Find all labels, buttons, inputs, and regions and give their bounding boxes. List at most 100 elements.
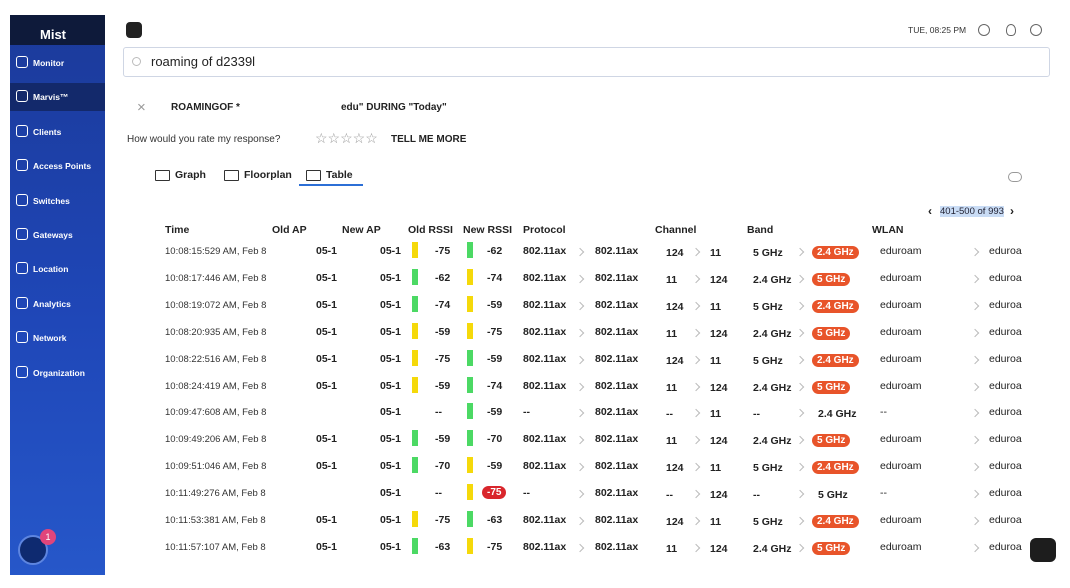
- menu-item[interactable]: Organization: [33, 367, 85, 378]
- cell-new-wlan: eduroa: [989, 325, 1022, 338]
- cell-new-wlan: eduroa: [989, 406, 1022, 419]
- cell-new-wlan: eduroa: [989, 460, 1022, 473]
- menu-icon: [16, 159, 28, 172]
- cell-old-ap: 05-1: [316, 514, 338, 526]
- menu-item[interactable]: Switches: [33, 195, 70, 206]
- tab[interactable]: Graph: [175, 169, 206, 181]
- prev-page[interactable]: ‹: [928, 204, 932, 218]
- tell-me-more[interactable]: TELL ME MORE: [391, 134, 467, 145]
- menu-item[interactable]: Network: [33, 333, 67, 344]
- cell-new-band: 2.4 GHz: [812, 461, 859, 475]
- rating-stars[interactable]: ☆☆☆☆☆: [315, 130, 378, 146]
- cell-new-channel: 124: [710, 381, 728, 394]
- column-header[interactable]: Time: [165, 224, 190, 236]
- cell-new-protocol: 802.11ax: [595, 271, 639, 284]
- menu-active: [10, 83, 105, 112]
- arrow: [575, 247, 585, 257]
- datetime: TUE, 08:25 PM: [908, 25, 967, 35]
- cell-time: 10:08:20:935 AM, Feb 8: [165, 326, 267, 338]
- cell-new-rssi: -75: [487, 540, 503, 553]
- cell-old-channel: 11: [666, 273, 678, 286]
- cell-old-rssi: --: [435, 487, 442, 500]
- cell-time: 10:09:47:608 AM, Feb 8: [165, 407, 267, 419]
- column-header[interactable]: Channel: [655, 224, 697, 236]
- cell-new-channel: 124: [710, 273, 728, 286]
- arrow: [795, 328, 805, 337]
- column-header[interactable]: Old RSSI: [408, 224, 453, 236]
- cell-time: 10:08:22:516 AM, Feb 8: [165, 353, 267, 365]
- cell-old-ap: 05-1: [316, 379, 338, 392]
- menu-item[interactable]: Analytics: [33, 298, 71, 309]
- column-header[interactable]: New AP: [342, 224, 381, 236]
- cell-new-ap: 05-1: [380, 487, 402, 500]
- menu-item[interactable]: Monitor: [33, 58, 65, 68]
- cell-new-band: 2.4 GHz: [812, 246, 859, 259]
- search-box[interactable]: roaming of d2339l: [123, 47, 1050, 77]
- cell-new-band: 2.4 GHz: [812, 515, 859, 528]
- cell-old-wlan: --: [880, 406, 887, 419]
- cell-new-channel: 11: [710, 300, 722, 313]
- idea-icon[interactable]: [1006, 24, 1016, 36]
- menu-icon: [16, 90, 28, 103]
- cell-old-channel: 124: [666, 516, 684, 528]
- cell-old-ap: 05-1: [316, 245, 338, 257]
- cell-new-protocol: 802.11ax: [595, 487, 639, 500]
- cell-old-band: 2.4 GHz: [753, 435, 792, 448]
- cell-old-ap: 05-1: [316, 460, 338, 473]
- cell-new-ap: 05-1: [380, 245, 402, 257]
- cell-old-ap: 05-1: [316, 298, 338, 311]
- arrow: [970, 301, 980, 311]
- cell-new-channel: 11: [710, 354, 722, 367]
- cell-old-protocol: 802.11ax: [523, 433, 567, 446]
- arrow: [795, 274, 805, 284]
- cell-old-channel: 124: [666, 247, 684, 259]
- cell-old-band: 5 GHz: [753, 354, 783, 367]
- cell-old-rssi: -75: [435, 514, 451, 526]
- cell-old-channel: 124: [666, 354, 684, 367]
- cell-old-ap: 05-1: [316, 325, 338, 338]
- rssi-bar: [467, 349, 473, 366]
- arrow: [575, 301, 585, 311]
- logo: Mist: [40, 27, 66, 42]
- user-icon[interactable]: [978, 24, 990, 36]
- tab[interactable]: Floorplan: [244, 169, 292, 181]
- cell-old-ap: 05-1: [316, 540, 338, 553]
- menu-item[interactable]: Access Points: [33, 161, 92, 172]
- download-icon[interactable]: [1008, 172, 1022, 182]
- cell-old-protocol: 802.11ax: [523, 514, 567, 526]
- cell-old-band: 2.4 GHz: [753, 327, 792, 340]
- cell-new-band: 5 GHz: [812, 541, 851, 555]
- menu-icon: [16, 56, 28, 68]
- cell-time: 10:08:17:446 AM, Feb 8: [165, 272, 267, 284]
- cell-old-rssi: -59: [435, 379, 451, 392]
- tab[interactable]: Table: [326, 169, 353, 181]
- rssi-bar: [467, 242, 473, 258]
- cell-new-protocol: 802.11ax: [595, 540, 639, 553]
- feedback-prompt: How would you rate my response?: [127, 134, 281, 145]
- next-page[interactable]: ›: [1010, 204, 1014, 218]
- menu-item[interactable]: Location: [33, 264, 69, 275]
- arrow: [575, 516, 585, 526]
- cell-new-rssi: -75: [487, 325, 503, 338]
- cell-new-band: 2.4 GHz: [812, 353, 859, 367]
- cell-old-channel: --: [666, 408, 673, 421]
- column-header[interactable]: WLAN: [872, 224, 904, 236]
- cell-old-wlan: eduroam: [880, 379, 922, 392]
- column-header[interactable]: New RSSI: [463, 224, 513, 236]
- cell-new-channel: 124: [710, 327, 728, 340]
- column-header[interactable]: Protocol: [523, 224, 566, 236]
- close-icon[interactable]: ×: [137, 99, 146, 116]
- cell-time: 10:08:24:419 AM, Feb 8: [165, 380, 267, 392]
- marvis-icon[interactable]: [126, 22, 142, 38]
- column-header[interactable]: Band: [747, 224, 774, 236]
- help-icon[interactable]: [1030, 24, 1042, 36]
- menu-item[interactable]: Marvis™: [33, 92, 69, 103]
- cell-old-ap: 05-1: [316, 352, 338, 365]
- chat-button[interactable]: [1030, 538, 1056, 562]
- menu-item[interactable]: Clients: [33, 126, 62, 137]
- menu-icon: [16, 365, 28, 378]
- column-header[interactable]: Old AP: [272, 224, 307, 236]
- search-icon: [132, 57, 141, 66]
- cell-new-band: 2.4 GHz: [818, 408, 857, 421]
- menu-item[interactable]: Gateways: [33, 230, 73, 240]
